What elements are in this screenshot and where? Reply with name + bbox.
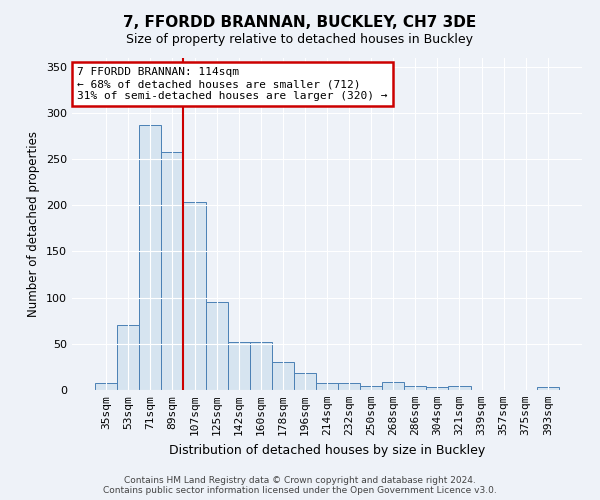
Bar [294, 374, 316, 390]
Bar [206, 302, 227, 390]
Bar [227, 342, 250, 390]
Bar [382, 382, 404, 390]
Bar [360, 386, 382, 390]
Text: Size of property relative to detached houses in Buckley: Size of property relative to detached ho… [127, 32, 473, 46]
Bar [117, 326, 139, 390]
Bar [184, 202, 206, 390]
Bar [316, 382, 338, 390]
Bar [537, 387, 559, 390]
Text: 7, FFORDD BRANNAN, BUCKLEY, CH7 3DE: 7, FFORDD BRANNAN, BUCKLEY, CH7 3DE [124, 15, 476, 30]
X-axis label: Distribution of detached houses by size in Buckley: Distribution of detached houses by size … [169, 444, 485, 456]
Bar [427, 387, 448, 390]
Bar [404, 386, 427, 390]
Bar [161, 152, 184, 390]
Bar [250, 342, 272, 390]
Text: Contains HM Land Registry data © Crown copyright and database right 2024.
Contai: Contains HM Land Registry data © Crown c… [103, 476, 497, 495]
Y-axis label: Number of detached properties: Number of detached properties [28, 130, 40, 317]
Text: 7 FFORDD BRANNAN: 114sqm
← 68% of detached houses are smaller (712)
31% of semi-: 7 FFORDD BRANNAN: 114sqm ← 68% of detach… [77, 68, 388, 100]
Bar [448, 386, 470, 390]
Bar [272, 362, 294, 390]
Bar [139, 125, 161, 390]
Bar [95, 382, 117, 390]
Bar [338, 382, 360, 390]
